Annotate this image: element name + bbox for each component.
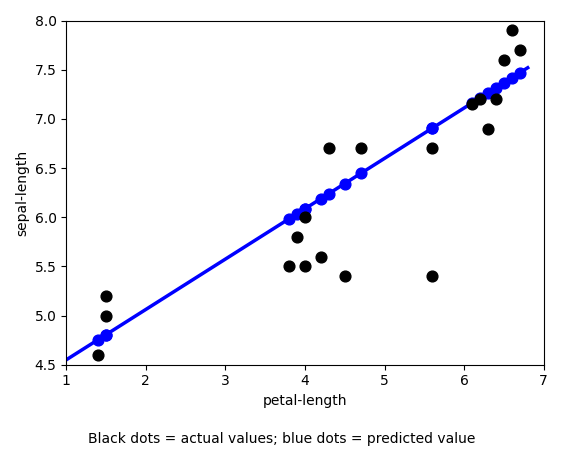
Point — [324, 145, 333, 152]
Point — [284, 215, 293, 222]
Point — [428, 145, 437, 152]
Point — [93, 351, 102, 359]
Point — [301, 205, 310, 212]
Point — [301, 214, 310, 221]
Point — [428, 273, 437, 280]
Point — [324, 190, 333, 197]
Point — [340, 180, 349, 187]
Point — [467, 99, 476, 107]
Point — [428, 125, 437, 132]
Point — [301, 263, 310, 270]
Point — [101, 292, 110, 300]
Point — [491, 95, 501, 103]
Point — [101, 312, 110, 319]
Point — [316, 253, 325, 260]
Point — [507, 27, 516, 34]
Point — [356, 170, 365, 177]
Point — [101, 331, 110, 338]
Point — [476, 94, 485, 102]
Point — [293, 210, 302, 217]
Y-axis label: sepal-length: sepal-length — [15, 149, 29, 236]
Point — [491, 84, 501, 91]
Point — [499, 56, 508, 63]
Point — [515, 46, 524, 54]
Point — [507, 74, 516, 81]
Point — [340, 273, 349, 280]
Point — [301, 205, 310, 212]
Point — [101, 331, 110, 338]
X-axis label: petal-length: petal-length — [263, 394, 347, 408]
Point — [428, 125, 437, 132]
Point — [515, 69, 524, 76]
Point — [316, 195, 325, 202]
Text: Black dots = actual values; blue dots = predicted value: Black dots = actual values; blue dots = … — [88, 432, 475, 446]
Point — [499, 79, 508, 86]
Point — [467, 100, 476, 108]
Point — [93, 336, 102, 343]
Point — [476, 95, 485, 103]
Point — [284, 263, 293, 270]
Point — [356, 145, 365, 152]
Point — [484, 125, 493, 132]
Point — [484, 89, 493, 96]
Point — [293, 233, 302, 240]
